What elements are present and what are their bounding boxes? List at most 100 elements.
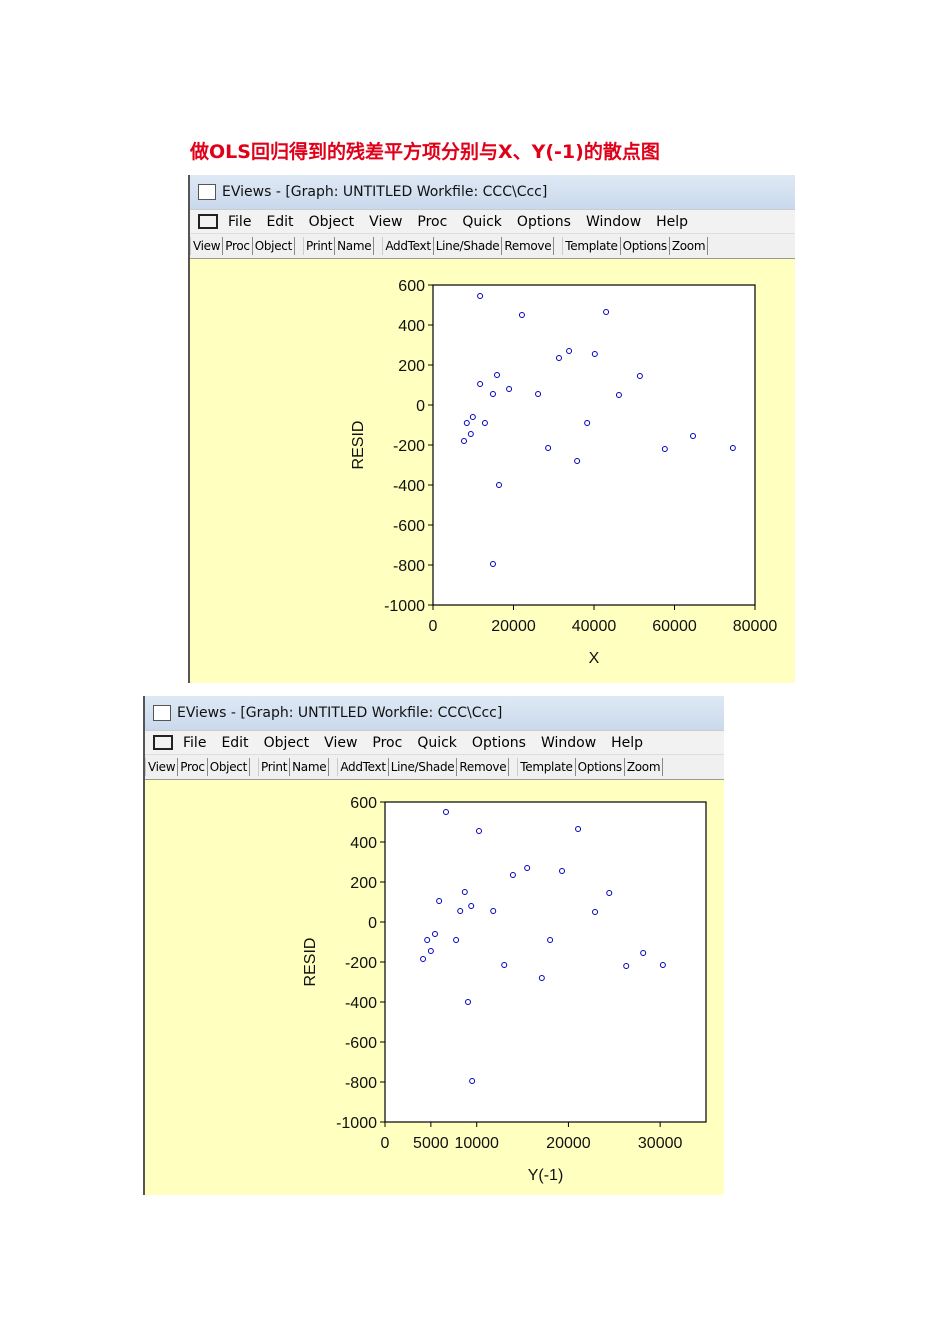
- point: [509, 872, 516, 878]
- button-group: View Proc Object: [145, 758, 251, 776]
- button-group: Print Name: [258, 758, 330, 776]
- y-tick-label: 400: [350, 835, 377, 852]
- toolbar-button[interactable]: Proc: [178, 758, 208, 776]
- eviews-window: EViews - [Graph: UNTITLED Workfile: CCC\…: [188, 175, 795, 683]
- x-tick-label: 5000: [413, 1135, 449, 1152]
- window-title: EViews - [Graph: UNTITLED Workfile: CCC\…: [222, 184, 548, 200]
- menu-item[interactable]: Help: [611, 734, 644, 751]
- chart: -1000 -800 -600 -400 -200 0 200 400 600 0 5000 1000…: [302, 795, 707, 1184]
- menu-item[interactable]: View: [324, 734, 358, 751]
- toolbar-button[interactable]: AddText: [382, 237, 434, 255]
- point: [453, 937, 460, 943]
- toolbar-button[interactable]: Line/Shade: [434, 237, 503, 255]
- x-axis-label: X: [589, 650, 600, 667]
- y-tick-label: 600: [398, 278, 425, 295]
- menu-item[interactable]: File: [228, 213, 252, 230]
- toolbar: View Proc Object Print Name AddText Line/Shade…: [145, 754, 724, 780]
- y-tick-label: 200: [350, 875, 377, 892]
- toolbar-button[interactable]: Print: [258, 758, 291, 776]
- menu-item[interactable]: Quick: [462, 213, 502, 230]
- toolbar-button[interactable]: Line/Shade: [389, 758, 458, 776]
- point: [592, 909, 599, 915]
- y-tick-label: 400: [398, 318, 425, 335]
- menu-item[interactable]: Help: [656, 213, 689, 230]
- y-tick-label: -800: [393, 558, 425, 575]
- plot-area: [432, 284, 756, 606]
- toolbar-button[interactable]: Template: [562, 237, 621, 255]
- point: [575, 826, 582, 832]
- menu-bar: File Edit Object View Proc Quick Options Window…: [190, 209, 795, 233]
- point: [489, 561, 496, 567]
- menu-item[interactable]: File: [183, 734, 207, 751]
- eviews-window: EViews - [Graph: UNTITLED Workfile: CCC\…: [143, 696, 724, 1195]
- menu-item[interactable]: Object: [308, 213, 355, 230]
- point: [476, 828, 483, 834]
- window-icon: [153, 735, 173, 750]
- point: [469, 414, 476, 420]
- toolbar-button[interactable]: Options: [621, 237, 670, 255]
- toolbar-button[interactable]: Print: [303, 237, 336, 255]
- point: [496, 482, 503, 488]
- point: [442, 809, 449, 815]
- point: [566, 348, 573, 354]
- toolbar-button[interactable]: Name: [335, 237, 375, 255]
- menu-item[interactable]: Window: [585, 213, 642, 230]
- toolbar-button[interactable]: Zoom: [670, 237, 709, 255]
- app-icon: [198, 184, 216, 200]
- point: [457, 908, 464, 914]
- point: [547, 937, 554, 943]
- y-tick-label: -600: [345, 1035, 377, 1052]
- point: [729, 445, 736, 451]
- toolbar-button[interactable]: View: [190, 237, 224, 255]
- menu-item[interactable]: Proc: [417, 213, 448, 230]
- toolbar-button[interactable]: Zoom: [625, 758, 664, 776]
- x-tick-label: 60000: [652, 618, 697, 635]
- toolbar: View Proc Object Print Name AddText Line/Shade…: [190, 233, 795, 259]
- toolbar-button[interactable]: View: [145, 758, 179, 776]
- point: [518, 312, 525, 318]
- y-tick-label: -1000: [336, 1115, 377, 1132]
- point: [493, 372, 500, 378]
- toolbar-button[interactable]: Object: [208, 758, 251, 776]
- button-group: Template Options Zoom: [562, 237, 709, 255]
- menu-item[interactable]: Options: [471, 734, 526, 751]
- menu-item[interactable]: Quick: [417, 734, 457, 751]
- y-tick-label: -800: [345, 1075, 377, 1092]
- y-tick-label: -1000: [384, 598, 425, 615]
- point: [640, 950, 647, 956]
- point: [427, 948, 434, 954]
- toolbar-button[interactable]: Object: [253, 237, 296, 255]
- point: [420, 956, 427, 962]
- point: [490, 908, 497, 914]
- toolbar-button[interactable]: Name: [290, 758, 330, 776]
- menu-item[interactable]: View: [369, 213, 403, 230]
- menu-item[interactable]: Options: [516, 213, 571, 230]
- point: [424, 937, 431, 943]
- point: [468, 903, 475, 909]
- y-tick-label: 0: [416, 398, 425, 415]
- y-tick-label: 0: [368, 915, 377, 932]
- menu-item[interactable]: Proc: [372, 734, 403, 751]
- point: [591, 351, 598, 357]
- y-tick-label: 600: [350, 795, 377, 812]
- menu-bar: File Edit Object View Proc Quick Options Window…: [145, 730, 724, 754]
- menu-item[interactable]: Edit: [221, 734, 249, 751]
- point: [469, 1078, 476, 1084]
- menu-item[interactable]: Edit: [266, 213, 294, 230]
- point: [524, 865, 531, 871]
- toolbar-button[interactable]: Remove: [502, 237, 555, 255]
- point: [545, 445, 552, 451]
- toolbar-button[interactable]: Proc: [223, 237, 253, 255]
- toolbar-button[interactable]: Template: [517, 758, 576, 776]
- point: [436, 898, 443, 904]
- x-tick-label: 20000: [491, 618, 536, 635]
- toolbar-button[interactable]: Options: [576, 758, 625, 776]
- window-title: EViews - [Graph: UNTITLED Workfile: CCC\…: [177, 705, 503, 721]
- menu-item[interactable]: Object: [263, 734, 310, 751]
- plot-area: [384, 801, 707, 1123]
- toolbar-button[interactable]: Remove: [457, 758, 510, 776]
- menu-item[interactable]: Window: [540, 734, 597, 751]
- button-group: Template Options Zoom: [517, 758, 664, 776]
- point: [555, 355, 562, 361]
- toolbar-button[interactable]: AddText: [337, 758, 389, 776]
